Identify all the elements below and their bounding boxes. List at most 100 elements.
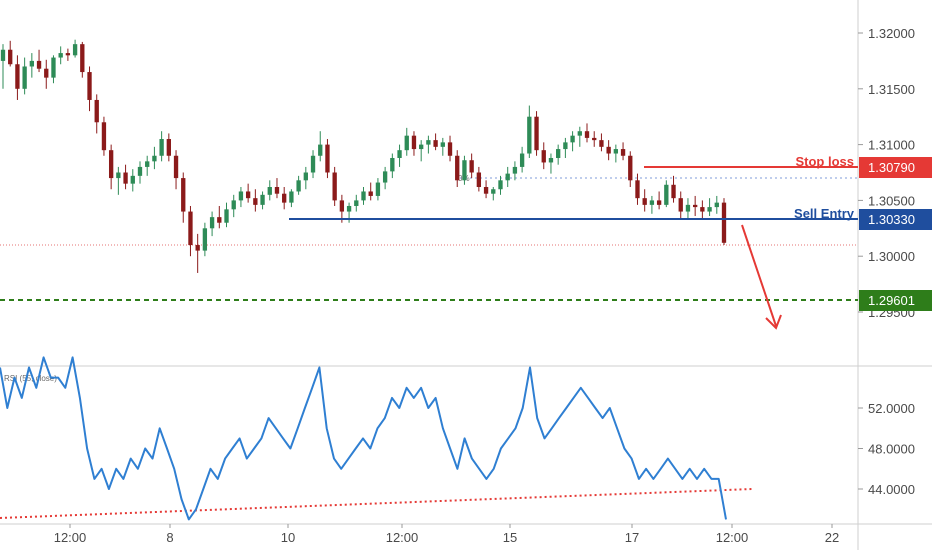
candle [65,48,71,61]
candle [440,137,445,156]
candle [318,131,323,162]
candle [613,144,619,163]
candle [642,189,647,212]
stop-loss-label: Stop loss [795,154,854,169]
candle [0,44,6,89]
candle [238,187,244,208]
candle [332,166,337,206]
candle [202,222,208,257]
candle [267,180,272,201]
candle [628,151,633,188]
time-tick-label: 22 [825,530,839,545]
candle [368,182,373,201]
candle [108,144,114,190]
rsi-trendline [0,488,753,519]
candle [592,131,597,147]
price-tick-label: 1.31000 [868,138,915,153]
rsi-axis: 52.0000 48.0000 44.0000 [858,401,915,497]
candle [527,105,532,158]
stop-loss-price-tag [859,157,932,178]
candle [570,131,575,152]
candle [606,140,611,161]
candle [87,66,92,112]
candle [51,55,56,84]
candle [217,205,222,229]
candle [447,135,453,162]
candle [635,173,640,205]
candle [253,189,258,212]
price-tick-label: 1.31500 [868,82,915,97]
candle [620,142,626,161]
price-tick-label: 1.30500 [868,193,915,208]
candle [548,153,554,174]
time-tick-label: 8 [166,530,173,545]
rsi-tick-label: 48.0000 [868,442,915,457]
time-axis: 12:00 8 10 12:00 15 17 12:00 22 [54,524,839,545]
rsi-indicator-label: RSI (55, close) [4,374,57,383]
candle [397,144,402,167]
candle [72,39,78,58]
candle [152,146,157,170]
candle [231,194,236,218]
candle [714,195,719,214]
candle [29,53,35,78]
candle [700,200,705,219]
candle [577,126,582,147]
candle [692,195,698,217]
candlesticks [0,39,727,273]
candle [678,191,683,219]
candle [671,175,676,203]
candle [94,94,99,134]
candle [181,172,186,223]
candle [390,153,395,179]
candle [101,116,107,156]
candle [505,166,510,188]
candle [260,191,265,210]
candle [512,161,518,181]
candle [433,133,438,151]
candle [22,57,27,95]
candle [476,166,482,192]
candle [80,41,85,78]
candle [491,187,496,201]
candle [664,180,669,208]
candle [685,198,691,219]
candle [541,142,546,170]
candle [116,166,121,195]
sell-entry-label: Sell Entry [794,206,855,221]
candle [534,111,539,156]
candle [707,198,712,217]
candle [8,40,13,67]
stop-loss-price: 1.30790 [868,160,915,175]
candle [382,166,388,190]
candle [563,137,568,158]
candle [599,133,604,152]
candle [455,150,460,188]
candle [173,150,179,190]
candle [462,155,467,185]
price-tick-label: 1.32000 [868,26,915,41]
candle [325,139,330,179]
time-tick-label: 17 [625,530,639,545]
candle [426,135,431,154]
candle [721,198,727,246]
candle [584,123,590,143]
candle [469,153,474,179]
time-tick-label: 15 [503,530,517,545]
candle [483,180,489,199]
candle [303,166,308,190]
candle [209,211,215,237]
target-price: 1.29601 [868,293,915,308]
candle [354,194,359,212]
candle [195,233,200,273]
candle [649,195,655,214]
candle [361,187,366,205]
candle [36,49,42,73]
candle [159,131,164,162]
price-tick-label: 1.30000 [868,249,915,264]
time-tick-label: 10 [281,530,295,545]
sell-entry-price-tag [859,209,932,230]
candle [130,169,135,192]
candle [296,175,301,195]
